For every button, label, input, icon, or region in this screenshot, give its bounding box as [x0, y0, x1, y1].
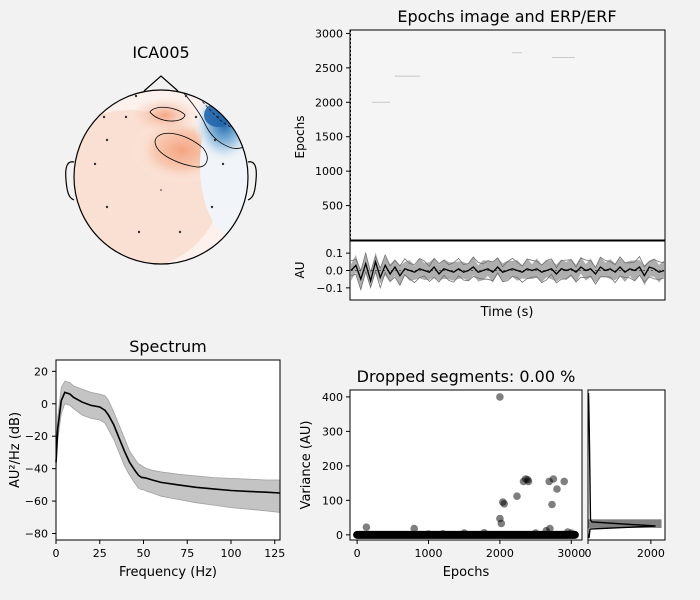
erp-x-label: Time (s): [480, 305, 534, 320]
histogram-x-ticks: 0 2000: [585, 540, 665, 560]
histogram-kde-line: [587, 392, 656, 539]
dropped-segments-title: Dropped segments: 0.00 %: [357, 367, 576, 386]
epochs-y-tick-label: 1500: [315, 131, 343, 144]
scatter-x-tick-label: 3000: [557, 547, 585, 560]
spectrum-x-tick-label: 0: [53, 547, 60, 560]
spectrum-y-tick-label: −20: [25, 430, 48, 443]
scatter-y-label: Variance (AU): [299, 421, 314, 510]
dropped-segments-panel: Dropped segments: 0.00 % 0 1000 2000 3000 0…: [299, 367, 585, 580]
scatter-x-tick-label: 2000: [486, 547, 514, 560]
topomap-panel: ICA005: [65, 43, 257, 265]
head-outline: [73, 89, 249, 265]
spectrum-y-tick-label: −80: [25, 528, 48, 541]
spectrum-x-tick-label: 25: [93, 547, 107, 560]
epochs-y-tick-label: 2500: [315, 62, 343, 75]
epochs-y-tick-label: 500: [322, 200, 343, 213]
histogram-series: [587, 392, 662, 539]
erp-y-tick-label: −0.1: [316, 282, 343, 295]
epochs-y-tick-label: 1000: [315, 165, 343, 178]
epochs-image-area: [349, 29, 666, 241]
spectrum-y-tick-label: 0: [41, 398, 48, 411]
left-ear-icon: [65, 161, 75, 201]
scatter-point: [500, 500, 509, 508]
scatter-x-tick-label: 1000: [415, 547, 443, 560]
scatter-y-tick-label: 200: [322, 460, 343, 473]
scatter-point: [497, 519, 506, 528]
erp-series: [350, 251, 665, 291]
scatter-point: [460, 529, 469, 537]
scatter-point: [480, 529, 489, 537]
scatter-y-ticks: 0 100 200 300 400: [322, 391, 350, 542]
spectrum-title: Spectrum: [129, 337, 207, 356]
spectrum-x-tick-label: 125: [264, 547, 285, 560]
epochs-faint-rows: [372, 52, 575, 103]
spectrum-x-tick-label: 100: [221, 547, 242, 560]
scatter-point: [567, 529, 576, 537]
spectrum-y-tick-label: −40: [25, 463, 48, 476]
erp-epoch-trace: [350, 251, 665, 274]
variance-histogram-panel: 0 2000: [585, 389, 666, 560]
scatter-point: [548, 500, 556, 509]
epochs-y-tick-label: 2000: [315, 96, 343, 109]
scatter-point: [410, 524, 419, 533]
spectrum-x-ticks: 0 25 50 75 100 125: [53, 540, 285, 560]
right-ear-icon: [247, 161, 257, 201]
topomap-title: ICA005: [132, 43, 189, 62]
histogram-x-tick-label: 2000: [637, 547, 665, 560]
erp-y-ticks: −0.1 0.0 0.1: [316, 247, 350, 295]
scatter-x-tick-label: 0: [354, 547, 361, 560]
scatter-point: [362, 523, 371, 531]
scatter-x-label: Epochs: [443, 565, 490, 580]
scatter-point: [531, 529, 540, 537]
erp-y-label: AU: [293, 262, 307, 279]
spectrum-plot-area: [56, 360, 280, 540]
erp-epoch-trace: [350, 270, 665, 291]
spectrum-y-tick-label: −60: [25, 495, 48, 508]
scatter-plot-area: [350, 390, 582, 540]
spectrum-y-ticks: −80 −60 −40 −20 0 20: [25, 365, 56, 541]
scatter-y-tick-label: 400: [322, 391, 343, 404]
nose-icon: [143, 75, 179, 92]
scatter-point: [496, 393, 504, 401]
histogram-plot-area: [588, 390, 665, 540]
spectrum-x-tick-label: 75: [180, 547, 194, 560]
spectrum-x-label: Frequency (Hz): [119, 565, 217, 580]
spectrum-mean-line: [55, 391, 281, 494]
epochs-image-title: Epochs image and ERP/ERF: [397, 7, 616, 26]
spectrum-x-tick-label: 50: [137, 547, 151, 560]
scatter-point: [560, 477, 568, 486]
scatter-y-tick-label: 0: [336, 529, 343, 542]
scatter-point: [524, 477, 533, 486]
scatter-x-ticks: 0 1000 2000 3000: [354, 540, 585, 560]
scatter-series: [353, 393, 579, 539]
epochs-image-panel: Epochs image and ERP/ERF 500 1000 1500 2000…: [293, 7, 666, 241]
spectrum-y-label: AU²/Hz (dB): [8, 412, 23, 488]
erp-panel: −0.1 0.0 0.1 AU Time (s): [293, 240, 666, 320]
epochs-y-tick-label: 3000: [315, 27, 343, 40]
scatter-point: [553, 485, 561, 493]
sensor-markers: [93, 94, 225, 234]
scatter-point: [439, 530, 447, 538]
scatter-y-tick-label: 100: [322, 494, 343, 507]
spectrum-panel: Spectrum 0 25 50 75 100 125 −80 −60 −40 −20 0 20 F…: [8, 337, 285, 580]
scatter-point: [424, 530, 433, 538]
scatter-y-tick-label: 300: [322, 425, 343, 438]
spectrum-y-tick-label: 20: [34, 365, 48, 378]
epochs-y-ticks: 500 1000 1500 2000 2500 3000: [315, 27, 350, 213]
erp-y-tick-label: 0.1: [326, 247, 344, 260]
epochs-y-label: Epochs: [293, 116, 307, 159]
histogram-x-tick-label: 0: [585, 547, 592, 560]
scatter-point: [513, 492, 521, 501]
scatter-point: [549, 475, 558, 483]
scatter-point: [546, 524, 554, 533]
erp-y-tick-label: 0.0: [326, 265, 344, 278]
